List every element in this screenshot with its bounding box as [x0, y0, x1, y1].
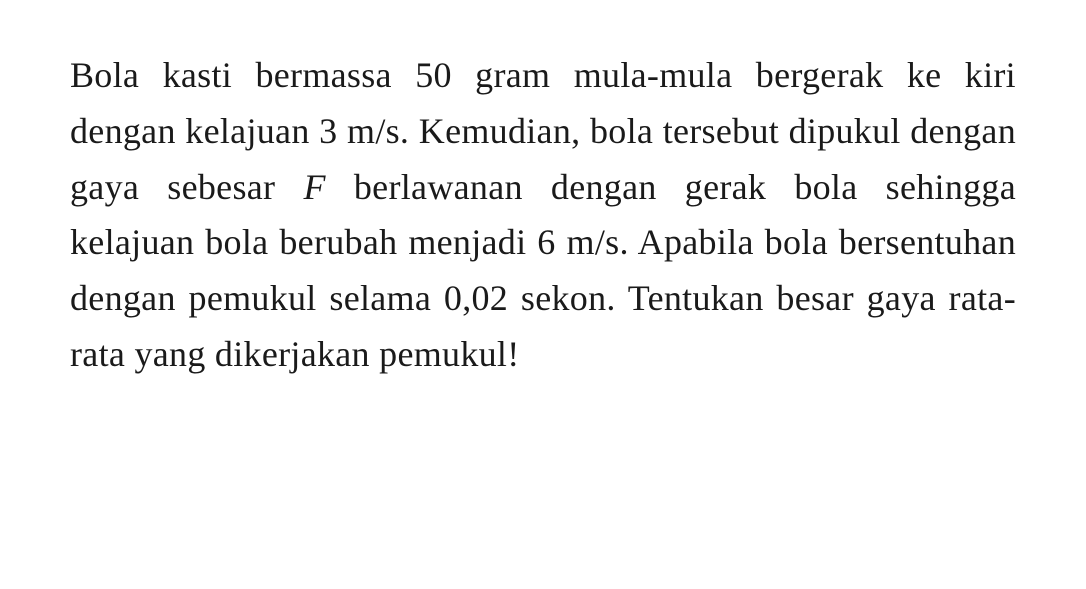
- force-variable: F: [303, 167, 325, 207]
- physics-problem-text: Bola kasti bermassa 50 gram mula-mula be…: [70, 48, 1016, 383]
